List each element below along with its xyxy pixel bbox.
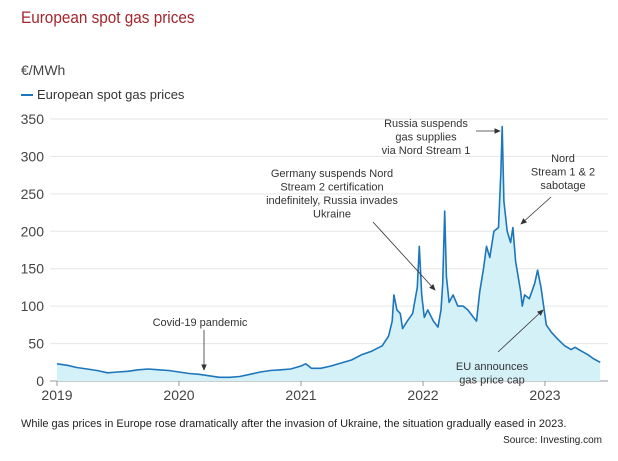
y-tick-label: 300: [21, 148, 45, 164]
caption: While gas prices in Europe rose dramatic…: [21, 418, 567, 430]
y-tick-label: 200: [21, 223, 45, 239]
chart-title: European spot gas prices: [21, 8, 195, 27]
annotation-text: Germany suspends Nord: [271, 168, 393, 180]
y-tick-label: 250: [21, 186, 45, 202]
x-tick-label: 2021: [285, 387, 316, 403]
y-tick-label: 0: [36, 373, 44, 389]
x-tick-label: 2023: [529, 387, 560, 403]
legend-label: European spot gas prices: [37, 87, 185, 102]
annotation-arrow: [372, 221, 436, 291]
annotation-text: Russia suspends: [384, 118, 468, 130]
x-tick-label: 2020: [163, 387, 194, 403]
legend: European spot gas prices: [21, 87, 184, 102]
y-tick-label: 150: [21, 261, 45, 277]
annotation-text: Covid-19 pandemic: [153, 317, 248, 329]
annotation-text: Nord: [551, 153, 575, 165]
annotation-text: Ukraine: [313, 209, 351, 221]
annotation-text: Stream 1 & 2: [531, 167, 595, 179]
series-line: [56, 125, 601, 379]
annotation-text: via Nord Stream 1: [382, 145, 471, 157]
annotation-arrow: [520, 196, 552, 225]
annotation-text: Stream 2 certification: [280, 182, 383, 194]
y-tick-label: 350: [21, 111, 45, 127]
source: Source: Investing.com: [503, 435, 602, 446]
annotation-text: EU announces: [456, 361, 529, 373]
annotation-text: indefinitely, Russia invades: [266, 195, 398, 207]
annotation-text: sabotage: [540, 180, 585, 192]
y-tick-label: 100: [21, 298, 45, 314]
x-tick-label: 2022: [407, 387, 438, 403]
y-tick-label: 50: [28, 336, 44, 352]
annotation-text: gas price cap: [459, 375, 524, 387]
series-area: [57, 126, 601, 381]
x-tick-label: 2019: [41, 387, 72, 403]
annotation-arrow: [497, 309, 544, 353]
y-axis-unit: €/MWh: [21, 62, 66, 78]
legend-swatch: [21, 93, 33, 96]
annotation-text: gas supplies: [395, 132, 457, 144]
